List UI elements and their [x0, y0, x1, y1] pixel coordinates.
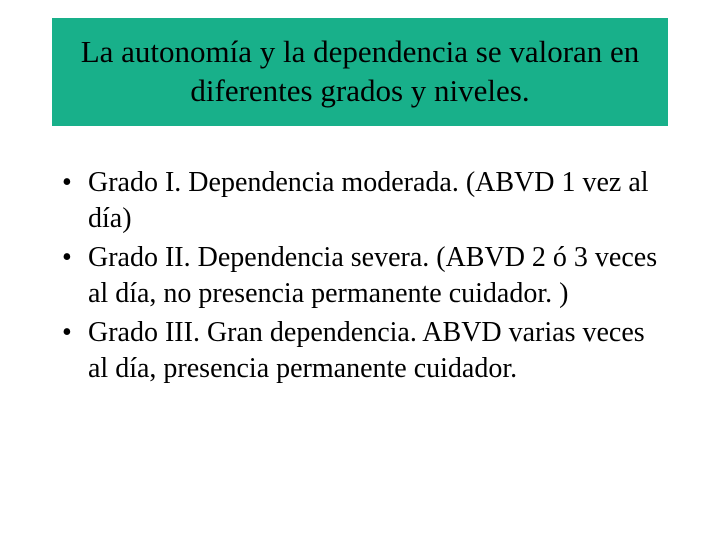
title-box: La autonomía y la dependencia se valoran…	[52, 18, 668, 126]
bullet-marker: •	[60, 315, 88, 351]
bullet-text: Grado III. Gran dependencia. ABVD varias…	[88, 315, 665, 388]
list-item: • Grado II. Dependencia severa. (ABVD 2 …	[60, 240, 665, 313]
slide-title: La autonomía y la dependencia se valoran…	[72, 33, 648, 111]
bullet-text: Grado II. Dependencia severa. (ABVD 2 ó …	[88, 240, 665, 313]
bullet-list: • Grado I. Dependencia moderada. (ABVD 1…	[60, 165, 665, 389]
list-item: • Grado I. Dependencia moderada. (ABVD 1…	[60, 165, 665, 238]
bullet-marker: •	[60, 240, 88, 276]
bullet-marker: •	[60, 165, 88, 201]
bullet-text: Grado I. Dependencia moderada. (ABVD 1 v…	[88, 165, 665, 238]
list-item: • Grado III. Gran dependencia. ABVD vari…	[60, 315, 665, 388]
